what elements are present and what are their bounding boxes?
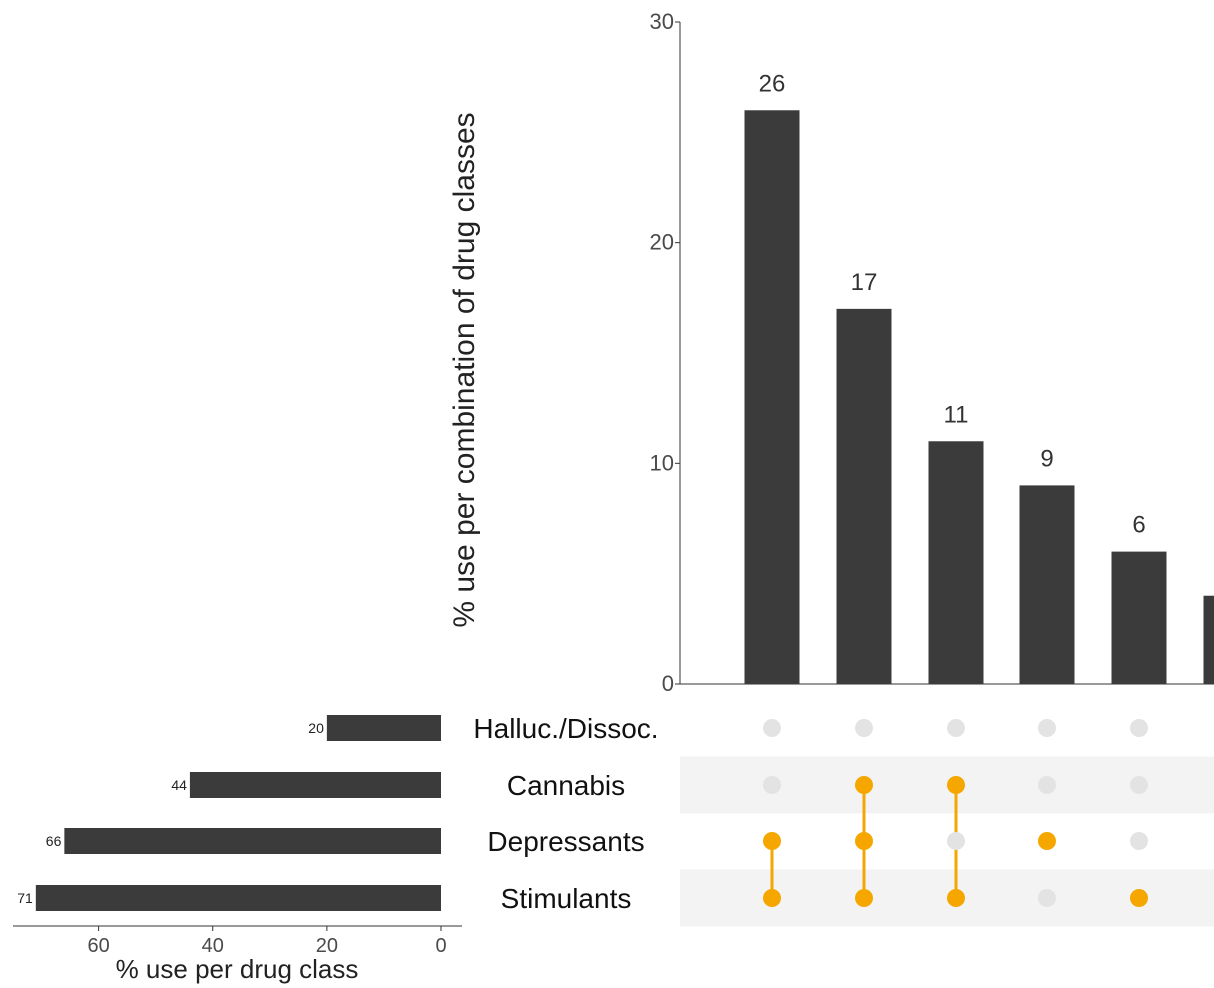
matrix-dot-inactive: [763, 776, 781, 794]
y-tick-label: 20: [650, 230, 674, 255]
matrix-dot-inactive: [947, 832, 965, 850]
set-name-label: Cannabis: [507, 770, 625, 801]
set-size-bar: [64, 828, 442, 854]
combination-bar-value-label: 6: [1132, 512, 1145, 539]
y-tick-label: 0: [662, 671, 674, 696]
matrix-dot-active: [947, 889, 965, 907]
combination-bar: [1203, 595, 1214, 684]
combination-y-axis-label: % use per combination of drug classes: [448, 112, 481, 627]
combination-bar: [1019, 485, 1075, 684]
combination-bar-value-label: 11: [944, 401, 969, 428]
combination-bar-labels: 26 17 11 9 6: [759, 70, 1146, 538]
combination-y-axis: 0 10 20 30: [650, 9, 1214, 696]
matrix-dot-inactive: [1130, 776, 1148, 794]
matrix-dot-active: [855, 776, 873, 794]
set-size-x-axis-label: % use per drug class: [116, 954, 359, 984]
set-size-value-label: 66: [46, 833, 62, 849]
matrix-dot-active: [763, 832, 781, 850]
set-size-x-axis: 60 40 20 0: [13, 925, 462, 957]
set-x-tick-label: 20: [316, 935, 338, 957]
set-size-bar: [35, 885, 442, 911]
matrix-dot-active: [855, 889, 873, 907]
set-x-tick-label: 60: [87, 935, 109, 957]
matrix-dot-active: [855, 832, 873, 850]
set-x-tick-label: 40: [202, 935, 224, 957]
combination-bar-value-label: 26: [759, 70, 786, 97]
matrix-dot-inactive: [947, 719, 965, 737]
combination-bar: [836, 308, 892, 684]
set-size-value-label: 20: [308, 720, 324, 736]
set-size-bar: [189, 772, 441, 798]
combination-bar-value-label: 9: [1040, 445, 1053, 472]
set-size-value-label: 71: [17, 890, 33, 906]
set-name-label: Stimulants: [501, 883, 632, 914]
set-size-bar: [326, 715, 441, 741]
y-tick-label: 10: [650, 450, 674, 475]
combination-bar-value-label: 17: [851, 269, 878, 296]
matrix-dot-inactive: [1038, 889, 1056, 907]
set-name-label: Depressants: [487, 826, 644, 857]
matrix-dot-active: [763, 889, 781, 907]
set-size-bars: 20 44 66 71: [17, 715, 442, 911]
intersection-matrix: [763, 719, 1148, 907]
matrix-dot-inactive: [1038, 719, 1056, 737]
matrix-dot-inactive: [1038, 776, 1056, 794]
combination-bar: [744, 110, 800, 685]
matrix-dot-inactive: [855, 719, 873, 737]
set-x-tick-label: 0: [435, 935, 446, 957]
set-size-value-label: 44: [171, 777, 187, 793]
matrix-dot-active: [947, 776, 965, 794]
combination-bar: [1111, 551, 1167, 684]
matrix-dot-inactive: [1130, 719, 1148, 737]
y-tick-label: 30: [650, 9, 674, 34]
set-name-labels: Halluc./Dissoc. Cannabis Depressants Stimul…: [473, 713, 658, 914]
combination-bars: [744, 110, 1214, 685]
combination-bar: [928, 441, 984, 684]
matrix-dot-inactive: [763, 719, 781, 737]
set-name-label: Halluc./Dissoc.: [473, 713, 658, 744]
matrix-dot-active: [1130, 889, 1148, 907]
matrix-dot-inactive: [1130, 832, 1148, 850]
matrix-dot-active: [1038, 832, 1056, 850]
